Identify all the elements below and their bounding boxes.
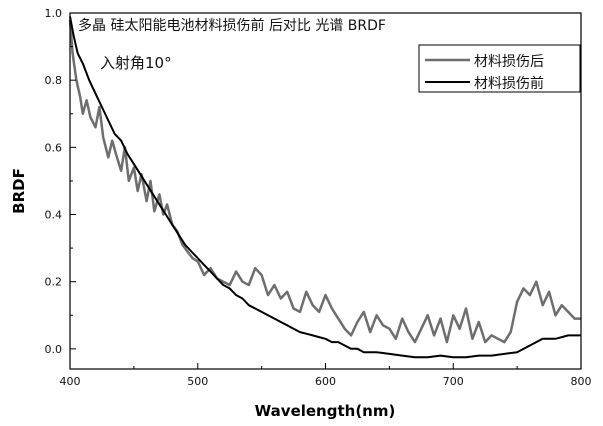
y-tick-label: 0.8 [45,74,63,87]
legend: 材料损伤后 材料损伤前 [418,44,581,93]
legend-label-before-damage: 材料损伤前 [474,75,544,92]
tick-layer: 400 500 600 700 800 0.0 0.2 0.4 0.6 0.8 1.0 [45,7,592,388]
y-axis-title: BRDF [10,168,28,214]
y-tick-label: 1.0 [45,7,63,20]
x-tick-label: 500 [187,375,208,388]
legend-box [418,44,581,93]
incidence-angle-annotation: 入射角10° [100,54,172,72]
x-tick-label: 600 [315,375,336,388]
y-tick-label: 0.6 [45,141,63,154]
x-tick-label: 700 [443,375,464,388]
y-tick-label: 0.2 [45,276,63,289]
x-axis-title: Wavelength(nm) [255,402,396,420]
series-layer [68,16,581,359]
y-tick-label: 0.4 [45,209,63,222]
series-line-after-damage [68,19,581,344]
legend-label-after-damage: 材料损伤后 [474,54,544,70]
x-tick-label: 400 [60,375,81,388]
chart-title: 多晶 硅太阳能电池材料损伤前 后对比 光谱 BRDF [78,17,386,34]
x-tick-label: 800 [571,375,592,388]
series-line-before-damage [69,16,581,359]
y-tick-label: 0.0 [45,343,63,356]
